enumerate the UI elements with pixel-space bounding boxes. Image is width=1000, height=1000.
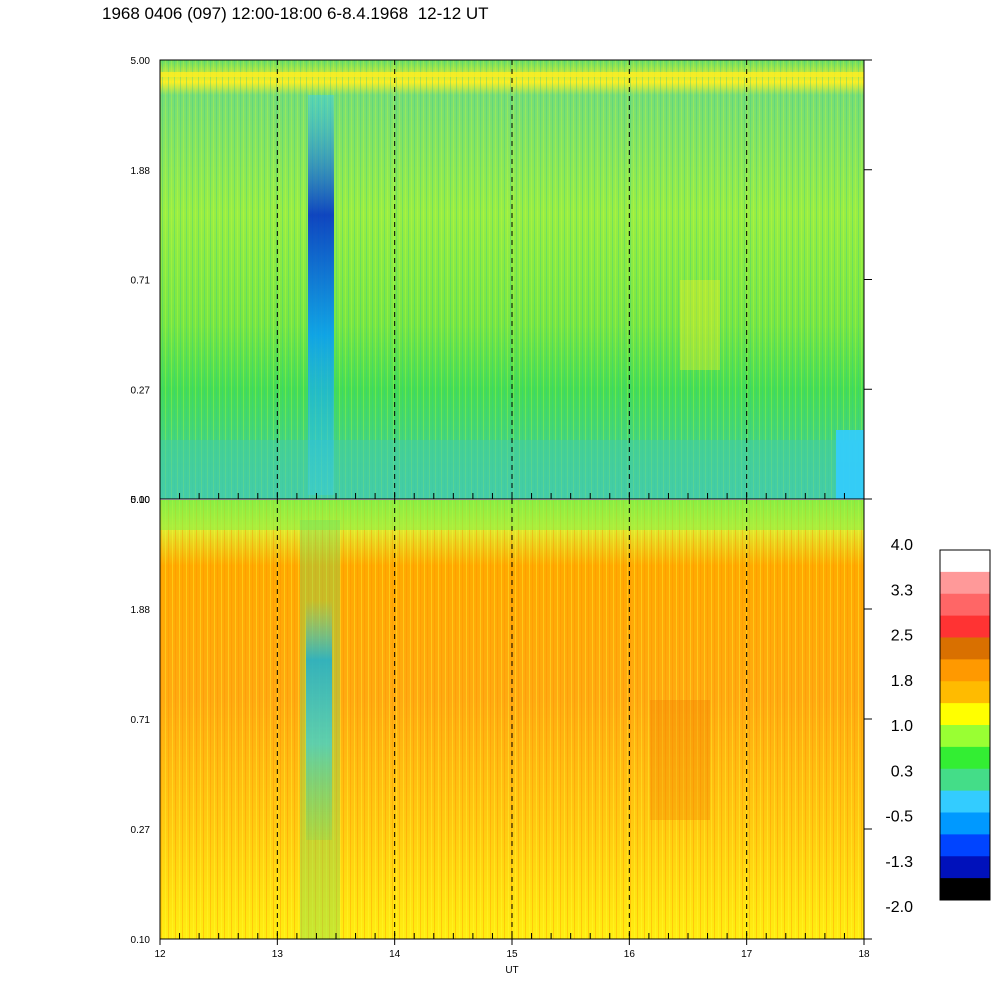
lower-blue-feature — [306, 600, 332, 840]
lower-y-tick-label: 0.27 — [131, 825, 151, 836]
lower-frame — [159, 498, 865, 940]
upper-y-tick-label: 5.00 — [131, 56, 151, 67]
colorbar-labels: 4.0 3.3 2.5 1.8 1.0 0.3 -0.5 -1.3 -2.0 — [885, 537, 913, 916]
colorbar-label: 4.0 — [891, 537, 913, 554]
colorbar-segment — [940, 834, 990, 857]
colorbar-segment — [940, 659, 990, 682]
colorbar-segment — [940, 593, 990, 617]
lower-panel: 5.00 1.88 0.71 0.27 0.10 12 13 14 15 16 17 18 — [131, 495, 872, 960]
colorbar-segment — [940, 637, 990, 660]
colorbar-segment — [940, 856, 990, 879]
upper-blue-feature — [308, 95, 334, 495]
colorbar-segment — [940, 571, 990, 595]
x-axis-label: UT — [505, 965, 518, 976]
colorbar-frame — [939, 549, 991, 901]
colorbar-label: 3.3 — [891, 582, 913, 599]
colorbar-label: -1.3 — [885, 854, 913, 871]
x-tick-label: 12 — [154, 949, 166, 960]
x-tick-label: 15 — [506, 949, 518, 960]
colorbar-segment — [940, 703, 990, 726]
chart-title: 1968 0406 (097) 12:00-18:00 6-8.4.1968 1… — [102, 4, 489, 23]
lower-y-tick-label: 1.88 — [131, 605, 151, 616]
colorbar-segment — [940, 725, 990, 748]
colorbar-segment — [940, 550, 990, 573]
upper-y-tick-label: 0.71 — [131, 276, 151, 287]
colorbar-segment — [940, 790, 990, 813]
lower-y-tick-label: 0.10 — [131, 935, 151, 946]
x-tick-label: 17 — [741, 949, 753, 960]
colorbar-label: 1.0 — [891, 718, 913, 735]
colorbar-segment — [940, 681, 990, 704]
colorbar-segment — [940, 768, 990, 792]
colorbar-label: -0.5 — [885, 809, 913, 826]
upper-y-tick-label: 0.27 — [131, 385, 151, 396]
colorbar-segment — [940, 812, 990, 835]
upper-panel: 5.00 1.88 0.71 0.27 0.10 — [131, 56, 872, 506]
colorbar-segment — [940, 746, 990, 770]
colorbar — [939, 549, 991, 901]
lower-y-tick-label: 0.71 — [131, 715, 151, 726]
colorbar-label: -2.0 — [885, 899, 913, 916]
x-tick-label: 18 — [858, 949, 870, 960]
colorbar-label: 1.8 — [891, 673, 913, 690]
lower-y-tick-label: 5.00 — [131, 495, 151, 506]
colorbar-label: 0.3 — [891, 763, 913, 780]
colorbar-label: 2.5 — [891, 628, 913, 645]
x-tick-label: 13 — [272, 949, 284, 960]
x-tick-label: 16 — [624, 949, 636, 960]
upper-y-tick-label: 0.10 — [131, 495, 151, 506]
x-tick-label: 14 — [389, 949, 401, 960]
colorbar-segment — [940, 615, 990, 638]
colorbar-segment — [940, 878, 990, 901]
upper-y-tick-label: 1.88 — [131, 166, 151, 177]
